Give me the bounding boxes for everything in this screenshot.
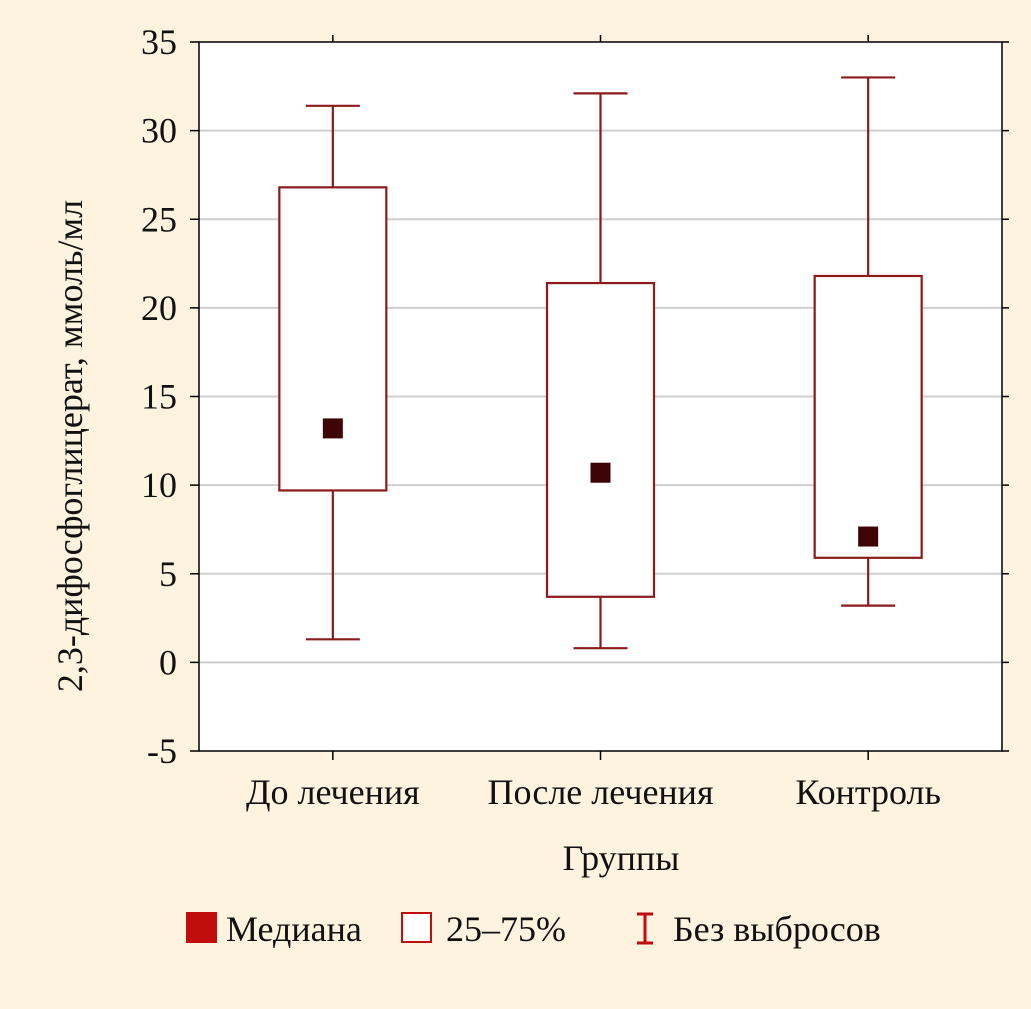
- x-axis: До лечения После лечения Контроль: [246, 35, 941, 812]
- legend-whisker-label: Без выбросов: [673, 909, 881, 949]
- y-tick-label: 10: [141, 465, 177, 505]
- legend-box-swatch: [401, 912, 432, 943]
- legend-median-label: Медиана: [226, 909, 362, 949]
- box-group: [278, 104, 388, 641]
- y-tick-label: 15: [141, 377, 177, 417]
- x-tick-label: Контроль: [795, 772, 941, 812]
- y-axis: -5 0 5 10 15 20 25 30 35: [141, 22, 1009, 771]
- y-tick-label: -5: [147, 731, 177, 771]
- iqr-box: [278, 186, 388, 492]
- y-axis-title: 2,3-дифосфоглицерат, ммоль/мл: [50, 200, 90, 692]
- y-tick-label: 5: [159, 554, 177, 594]
- box-group: [813, 76, 923, 607]
- legend-box-label: 25–75%: [446, 909, 566, 949]
- y-tick-label: 0: [159, 642, 177, 682]
- iqr-box: [813, 274, 923, 559]
- legend: Медиана 25–75% Без выбросов: [186, 909, 881, 949]
- x-tick-label: После лечения: [487, 772, 713, 812]
- y-tick-label: 25: [141, 199, 177, 239]
- y-tick-label: 35: [141, 22, 177, 62]
- x-axis-title: Группы: [563, 838, 680, 878]
- median-marker: [322, 418, 343, 439]
- iqr-box: [545, 281, 656, 598]
- y-tick-label: 20: [141, 288, 177, 328]
- legend-median-swatch: [186, 912, 217, 943]
- boxes: [278, 76, 923, 650]
- median-marker: [590, 462, 611, 483]
- median-marker: [858, 526, 879, 547]
- x-tick-label: До лечения: [246, 772, 420, 812]
- y-tick-label: 30: [141, 111, 177, 151]
- box-group: [545, 92, 656, 650]
- legend-whisker-icon: [637, 912, 653, 945]
